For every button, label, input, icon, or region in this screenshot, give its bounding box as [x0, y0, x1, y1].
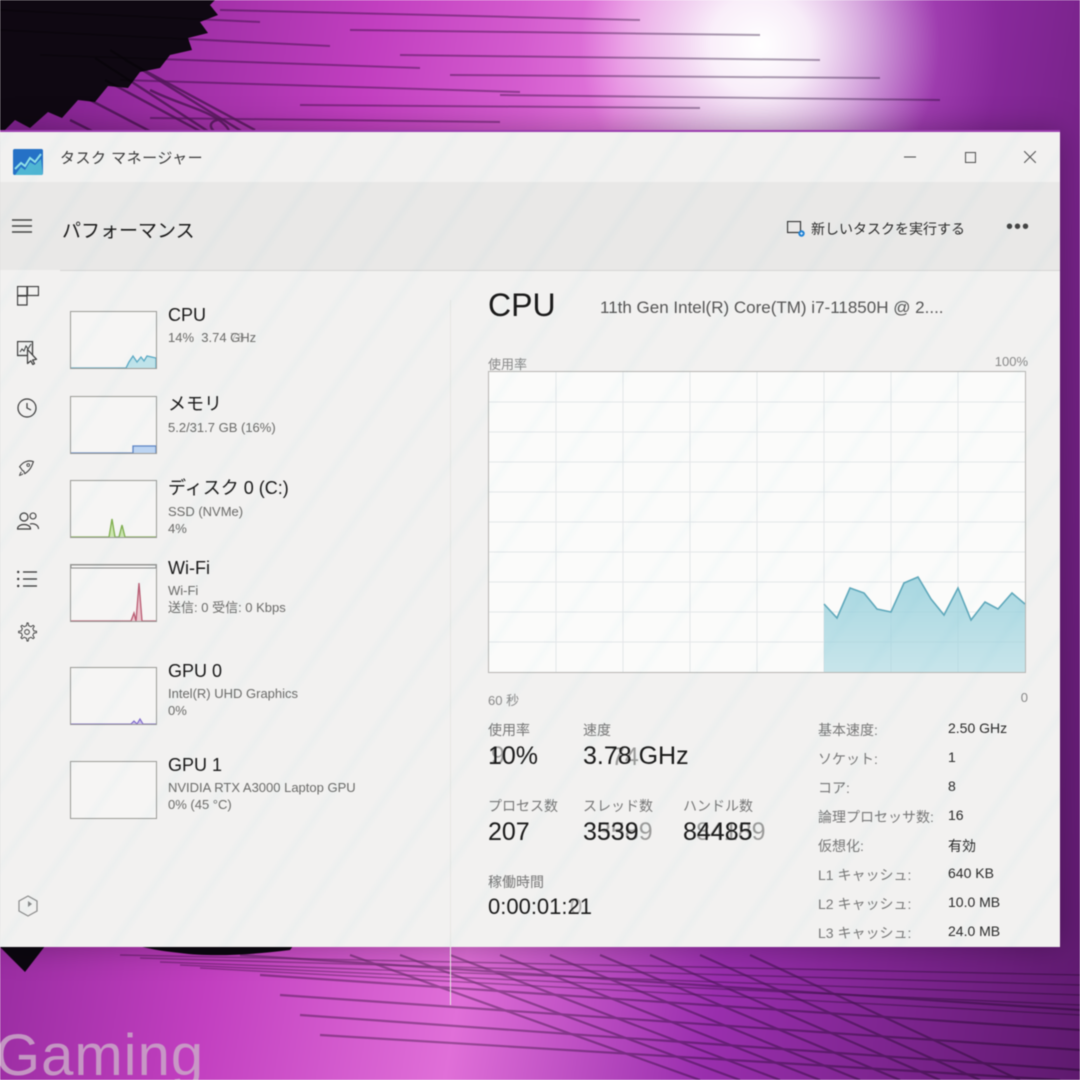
svg-text:Gaming: Gaming [0, 1023, 204, 1080]
